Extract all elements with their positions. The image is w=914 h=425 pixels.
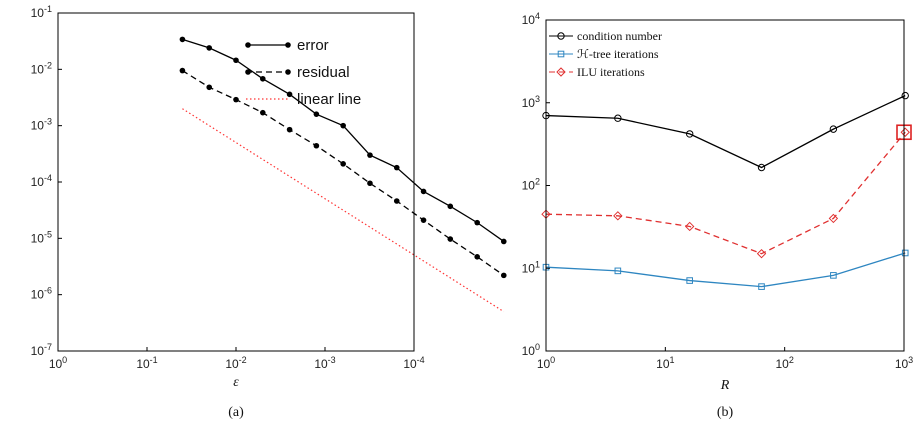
panel-b-marks bbox=[541, 91, 912, 290]
panel-b-series-line-1 bbox=[545, 252, 906, 288]
panel-a-series-1-point-6 bbox=[340, 161, 346, 167]
panel-a-marks bbox=[179, 36, 507, 313]
panel-b-x-tick-label-2: 102 bbox=[775, 355, 793, 371]
panel-a-series-0-point-10 bbox=[447, 203, 454, 210]
panel-a-tick-labels: 100 10-1 10-2 10-3 10-4 10-7 10-6 10-5 10-4 10-3 1… bbox=[31, 4, 425, 371]
panel-a-legend-marker-start-0 bbox=[245, 42, 251, 48]
panel-b-legend-marker-2 bbox=[556, 67, 566, 77]
panel-b-series-2-point-2 bbox=[684, 221, 695, 232]
panel-b-series-2-point-1 bbox=[613, 211, 623, 221]
panel-b-y-tick-label-1: 101 bbox=[522, 259, 540, 275]
panel-a-series-0-point-7 bbox=[367, 152, 373, 158]
panel-b-series-1-point-5 bbox=[901, 249, 909, 257]
panel-b-series-line-0 bbox=[545, 95, 906, 169]
panel-a-caption: (a) bbox=[228, 405, 244, 420]
panel-a-y-tick-label-5: 10-2 bbox=[31, 60, 52, 76]
panel-a-legend-label-2: linear line bbox=[297, 91, 361, 108]
panel-b-series-2-point-3 bbox=[756, 248, 767, 259]
panel-b-y-tick-label-0: 100 bbox=[522, 342, 540, 358]
panel-b-x-label: R bbox=[720, 378, 730, 393]
panel-a-series-1-point-5 bbox=[313, 142, 320, 149]
panel-a-series-0-point-0 bbox=[179, 36, 186, 43]
panel-a-y-tick-label-4: 10-3 bbox=[31, 117, 52, 133]
panel-a-series-1-point-10 bbox=[447, 236, 454, 242]
panel-b-y-tick-label-3: 103 bbox=[522, 94, 540, 110]
panel-a-series-0-point-5 bbox=[313, 111, 320, 117]
panel-a-x-tick-label-3: 10-3 bbox=[314, 355, 335, 371]
panel-a-x-tick-label-1: 10-1 bbox=[136, 355, 157, 371]
panel-a-series-1-point-7 bbox=[367, 180, 373, 187]
panel-a-series-0-point-12 bbox=[500, 238, 507, 245]
panel-a-legend-label-0: error bbox=[297, 37, 329, 54]
panel-b-legend-label-0: condition number bbox=[577, 29, 662, 43]
panel-b-series-1-point-1 bbox=[614, 267, 622, 275]
panel-a-legend-marker-end-0 bbox=[285, 42, 291, 48]
panel-a-series-1-point-0 bbox=[179, 67, 186, 74]
panel-a-series-0-point-8 bbox=[393, 164, 400, 171]
panel-a-series-1-point-4 bbox=[286, 126, 293, 133]
panel-a-y-tick-label-2: 10-5 bbox=[31, 229, 52, 245]
panel-a-y-tick-label-1: 10-6 bbox=[31, 286, 52, 302]
panel-a-x-tick-label-4: 10-4 bbox=[403, 355, 424, 371]
panel-b-legend-label-2: ILU iterations bbox=[577, 65, 645, 79]
panel-b-series-line-2 bbox=[545, 131, 906, 255]
panel-a-legend-marker-end-1 bbox=[285, 69, 291, 75]
panel-b-series-2-point-5 bbox=[900, 127, 910, 137]
panel-a-axes-box bbox=[57, 12, 415, 352]
panel-a-legend: error residual linear line bbox=[245, 37, 361, 108]
panel-a-series-0-point-2 bbox=[233, 57, 239, 64]
panel-a-x-label: ε bbox=[233, 375, 239, 390]
panel-b-series-1-point-3 bbox=[758, 283, 765, 290]
panel-a-series-1-point-9 bbox=[420, 217, 427, 223]
panel-b-y-tick-label-4: 104 bbox=[522, 11, 540, 27]
panel-a-legend-marker-start-1 bbox=[245, 69, 251, 75]
panel-a-series-0-point-4 bbox=[286, 91, 293, 98]
panel-a-series-line-2 bbox=[182, 108, 505, 313]
panel-b-legend-label-1: ℋ-tree iterations bbox=[577, 47, 659, 61]
panel-a-series-1-point-3 bbox=[259, 109, 266, 116]
panel-a: 100 10-1 10-2 10-3 10-4 10-7 10-6 10-5 10-4 10-3 1… bbox=[31, 4, 507, 420]
panel-b-caption: (b) bbox=[717, 405, 734, 420]
panel-b-series-0-point-3 bbox=[757, 163, 766, 172]
panel-a-series-0-point-11 bbox=[474, 219, 480, 226]
panel-b-y-tick-label-2: 102 bbox=[522, 177, 540, 193]
panel-b-series-1-point-4 bbox=[830, 272, 837, 279]
panel-a-series-1-point-2 bbox=[233, 96, 239, 103]
panel-a-y-tick-label-6: 10-1 bbox=[31, 4, 52, 20]
panel-a-series-0-point-3 bbox=[259, 75, 266, 82]
panel-b-series-0-point-2 bbox=[685, 130, 694, 138]
panel-a-x-tick-label-2: 10-2 bbox=[225, 355, 246, 371]
panel-b-series-1-point-2 bbox=[686, 277, 693, 284]
panel-b-legend-marker-0 bbox=[557, 32, 565, 40]
panel-b: 100 101 102 103 100 101 102 103 104 R (b) condit… bbox=[522, 11, 914, 420]
panel-b-series-0-point-1 bbox=[614, 114, 622, 122]
panel-b-x-tick-label-1: 101 bbox=[656, 355, 674, 371]
panel-b-x-tick-label-3: 103 bbox=[895, 355, 913, 371]
panel-a-series-0-point-1 bbox=[206, 45, 213, 51]
panel-b-series-0-point-5 bbox=[901, 91, 909, 100]
panel-a-legend-label-1: residual bbox=[297, 64, 350, 81]
panel-a-y-tick-label-3: 10-4 bbox=[31, 173, 52, 189]
panel-b-x-tick-label-0: 100 bbox=[537, 355, 555, 371]
panel-b-legend-marker-1 bbox=[557, 50, 565, 58]
panel-a-x-tick-label-0: 100 bbox=[49, 355, 67, 371]
panel-a-series-1-point-11 bbox=[474, 254, 480, 260]
panel-a-y-tick-label-0: 10-7 bbox=[31, 342, 52, 358]
panel-a-series-1-point-12 bbox=[500, 272, 507, 279]
panel-b-series-0-point-4 bbox=[829, 125, 838, 133]
panel-b-series-2-point-4 bbox=[828, 213, 839, 224]
panel-a-series-1-point-8 bbox=[393, 198, 400, 204]
panel-a-series-1-point-1 bbox=[206, 84, 213, 91]
panel-a-series-0-point-6 bbox=[340, 122, 346, 129]
panel-a-series-0-point-9 bbox=[420, 188, 427, 195]
panel-b-legend: condition number ℋ-tree iterations ILU ite… bbox=[549, 29, 662, 79]
